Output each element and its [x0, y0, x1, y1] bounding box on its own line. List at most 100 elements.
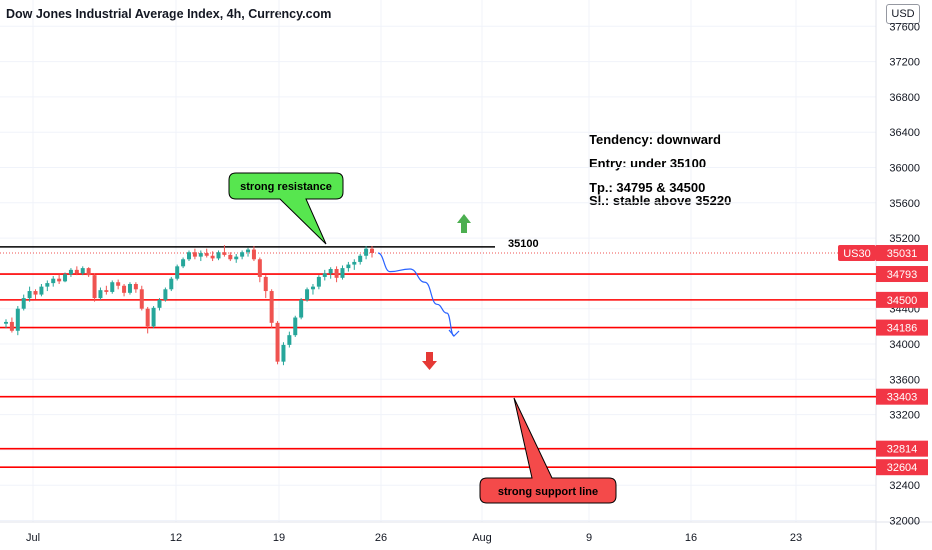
stop-loss-note: Sl.: stable above 35220 — [589, 193, 732, 208]
price-tag: 32604 — [876, 459, 928, 476]
candle — [145, 306, 150, 334]
candle — [299, 298, 304, 320]
candle — [275, 321, 280, 365]
price-tick-label: 34000 — [889, 339, 920, 351]
price-tag: 34186 — [876, 319, 928, 336]
candle-body — [192, 252, 197, 257]
candle — [263, 275, 268, 299]
candle-body — [222, 252, 227, 255]
candle — [334, 266, 339, 283]
candle-body — [198, 253, 203, 257]
candle — [192, 248, 197, 260]
price-tag-label: 34500 — [887, 295, 918, 307]
candle — [57, 274, 62, 284]
candle-body — [15, 308, 20, 331]
candle — [9, 317, 14, 333]
price-tag: 34793 — [876, 266, 928, 283]
candle-body — [316, 276, 321, 287]
time-tick-label: Aug — [472, 532, 492, 544]
candle-body — [68, 269, 73, 275]
candle — [33, 289, 38, 299]
candle — [21, 294, 26, 311]
candle — [187, 250, 191, 262]
up-arrow-icon — [457, 214, 471, 233]
candle — [169, 276, 174, 292]
price-tick-label: 36400 — [889, 127, 920, 139]
candle — [340, 265, 345, 280]
take-profit-note: Tp.: 34795 & 34500 — [589, 180, 706, 195]
candle-body — [116, 282, 121, 286]
price-tick-label: 36800 — [889, 92, 920, 104]
candle-body — [310, 286, 315, 290]
price-tag-label: 32814 — [887, 444, 918, 456]
price-tick-label: 37600 — [889, 21, 920, 33]
candle-body — [110, 282, 115, 292]
resistance-callout: strong resistance — [228, 172, 344, 245]
candle — [80, 266, 85, 276]
candle-body — [157, 299, 162, 308]
candle-body — [145, 308, 150, 327]
candle-body — [340, 268, 345, 278]
chart-title: Dow Jones Industrial Average Index, 4h, … — [6, 7, 332, 21]
candle — [293, 315, 298, 337]
down-arrow-icon — [422, 352, 437, 370]
candle-body — [240, 252, 245, 257]
price-tag-bg — [876, 291, 928, 308]
candle-body — [133, 283, 138, 290]
candle-body — [98, 290, 103, 299]
price-tag-label: 33403 — [887, 392, 918, 404]
candle — [222, 245, 227, 257]
candle — [122, 283, 127, 297]
candle-body — [92, 275, 97, 299]
candle-body — [127, 283, 132, 293]
candle — [204, 248, 209, 258]
candle — [74, 266, 79, 276]
candle — [39, 283, 44, 297]
price-tags: 34793 34500 34186 33403 32814 32604 US30 35031 — [838, 245, 928, 476]
support-callout-text: strong support line — [498, 486, 598, 498]
candle-body — [257, 259, 262, 277]
price-tag-label: 32604 — [887, 462, 918, 474]
time-tick-label: 23 — [790, 532, 802, 544]
candle — [181, 257, 186, 269]
candle — [110, 280, 115, 294]
currency-button[interactable]: USD — [886, 4, 920, 24]
candle-body — [228, 254, 233, 260]
candle-body — [45, 283, 50, 287]
candle-body — [364, 248, 369, 256]
candle-body — [275, 322, 280, 362]
time-tick-label: 16 — [685, 532, 697, 544]
candle-body — [169, 278, 174, 290]
price-tag: 33403 — [876, 388, 928, 405]
price-tag: 32814 — [876, 440, 928, 457]
candle — [328, 267, 333, 279]
candle-body — [358, 255, 363, 262]
candle-body — [151, 307, 156, 327]
time-tick-label: 9 — [586, 532, 592, 544]
candle — [364, 246, 369, 260]
candle — [86, 267, 91, 277]
candle — [228, 252, 233, 262]
candle-body — [204, 253, 209, 256]
price-tag-bg — [876, 440, 928, 457]
candle-body — [27, 291, 32, 299]
candle-body — [80, 268, 85, 274]
candle — [316, 275, 321, 290]
candle-body — [86, 268, 91, 276]
price-tick-label: 36000 — [889, 163, 920, 175]
candle-body — [63, 274, 68, 282]
time-tick-label: 19 — [273, 532, 285, 544]
candle — [139, 285, 144, 311]
time-axis: Jul 12 19 26 Aug 9 16 23 — [26, 532, 802, 544]
symbol-tag-label: US30 — [843, 248, 871, 260]
candle-body — [139, 289, 144, 309]
price-tag-bg — [876, 319, 928, 336]
candle-body — [187, 252, 191, 260]
projected-path-arrowhead — [448, 329, 460, 337]
candle — [234, 253, 239, 263]
candle — [251, 246, 256, 262]
candle — [198, 250, 203, 262]
price-tick-label: 35200 — [889, 233, 920, 245]
